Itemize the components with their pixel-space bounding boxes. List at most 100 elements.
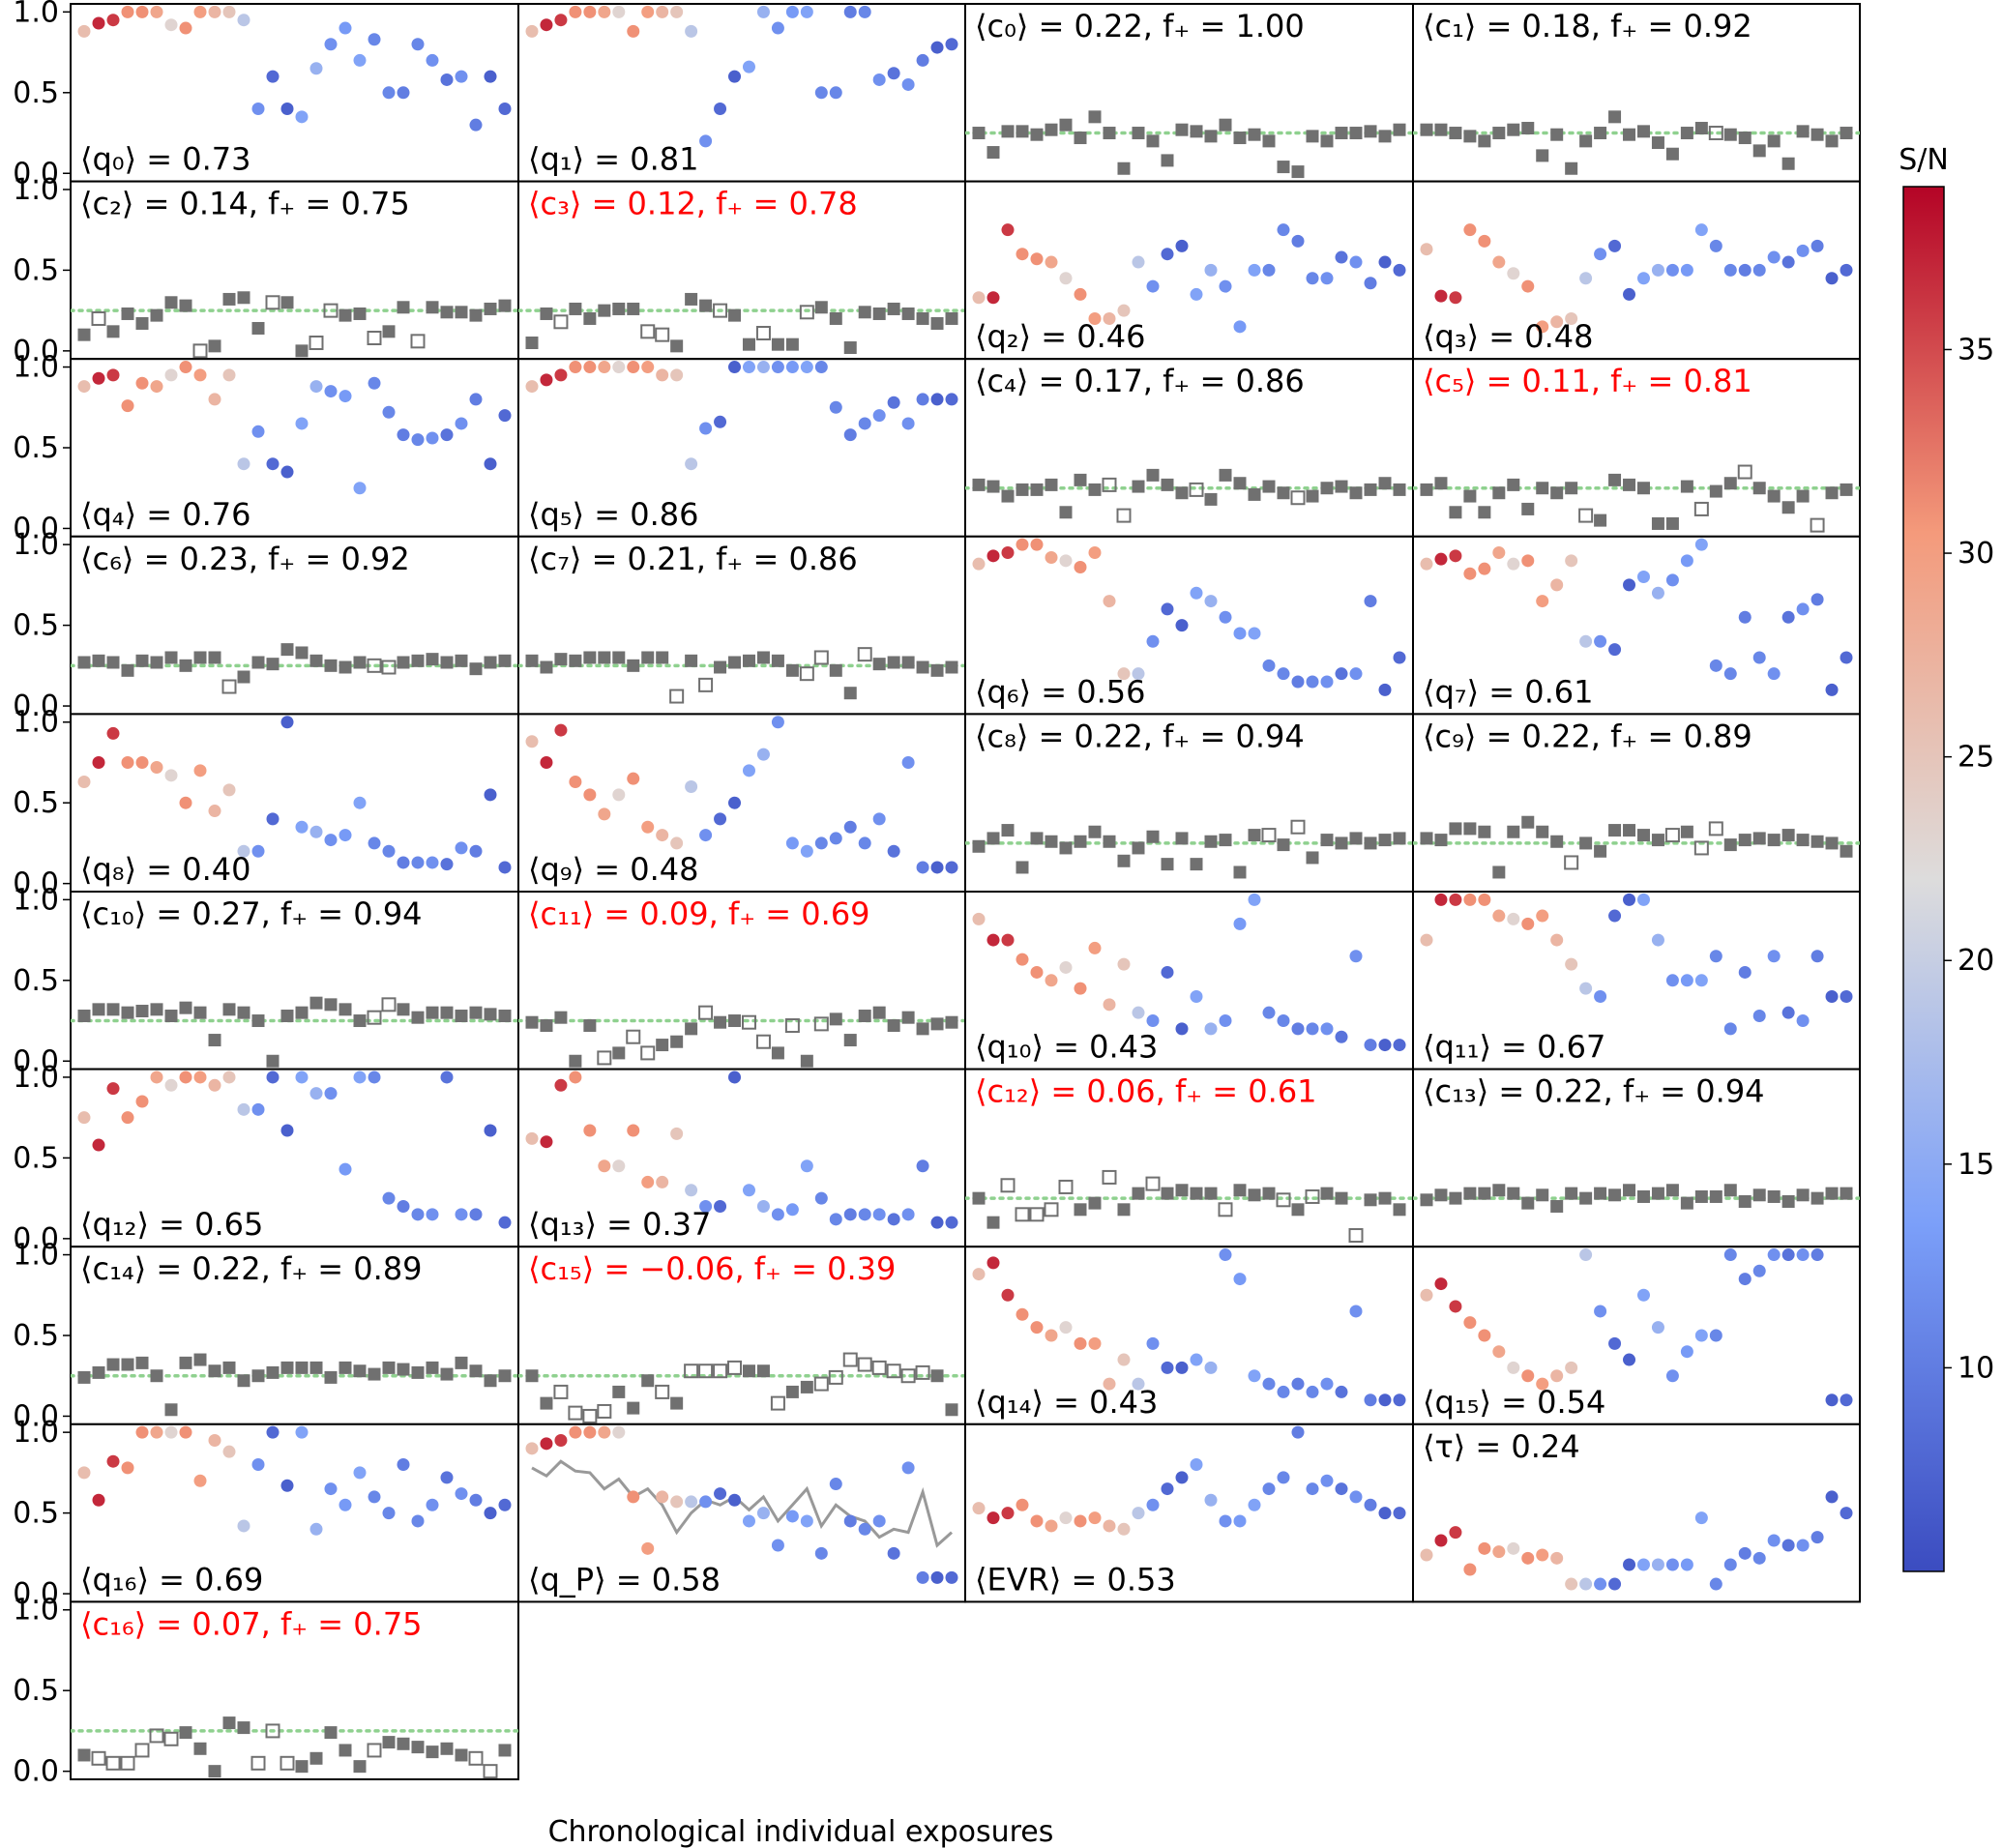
scatter-point bbox=[901, 417, 915, 430]
filled-square-point bbox=[411, 654, 425, 667]
filled-square-point bbox=[1478, 1187, 1491, 1200]
filled-square-point bbox=[1565, 482, 1578, 495]
scatter-point bbox=[1738, 1546, 1752, 1560]
filled-square-point bbox=[728, 308, 742, 322]
filled-square-point bbox=[426, 1361, 439, 1374]
filled-square-point bbox=[382, 1361, 396, 1374]
scatter-point bbox=[916, 861, 929, 874]
filled-square-point bbox=[554, 653, 568, 666]
scatter-point bbox=[179, 796, 192, 809]
open-square-point bbox=[669, 689, 685, 704]
open-square-point bbox=[280, 1755, 295, 1771]
filled-square-point bbox=[525, 1015, 539, 1029]
scatter-point bbox=[1463, 893, 1477, 906]
scatter-point bbox=[858, 5, 871, 18]
scatter-point bbox=[843, 820, 857, 834]
filled-square-point bbox=[1335, 480, 1348, 493]
filled-square-point bbox=[641, 651, 655, 664]
filled-square-point bbox=[164, 296, 178, 309]
panel-frame bbox=[517, 1246, 966, 1425]
scatter-point bbox=[872, 1208, 886, 1221]
scatter-point bbox=[193, 1474, 207, 1487]
filled-square-point bbox=[1738, 1194, 1752, 1208]
filled-square-point bbox=[785, 663, 799, 677]
filled-square-point bbox=[368, 1367, 381, 1381]
panel-c0: ⟨c₀⟩ = 0.22, f₊ = 1.00 bbox=[964, 3, 1414, 183]
scatter-point bbox=[1536, 320, 1549, 334]
filled-square-point bbox=[1059, 506, 1073, 519]
filled-square-point bbox=[1636, 125, 1650, 138]
scatter-point bbox=[77, 380, 91, 394]
scatter-point bbox=[469, 1208, 483, 1221]
filled-square-point bbox=[1233, 1184, 1247, 1197]
panel-label: ⟨c₂⟩ = 0.14, f₊ = 0.75 bbox=[80, 186, 410, 222]
filled-square-point bbox=[887, 1019, 900, 1033]
scatter-point bbox=[945, 1570, 958, 1584]
filled-square-point bbox=[150, 1003, 163, 1016]
filled-square-point bbox=[872, 307, 886, 320]
scatter-point bbox=[714, 1487, 727, 1501]
scatter-point bbox=[945, 38, 958, 51]
filled-square-point bbox=[1190, 858, 1203, 871]
filled-square-point bbox=[1030, 483, 1044, 496]
panel-label: ⟨EVR⟩ = 0.53 bbox=[975, 1561, 1176, 1598]
colorbar-tick-label: 25 bbox=[1958, 741, 1994, 775]
scatter-point bbox=[1132, 255, 1145, 269]
panel-label: ⟨τ⟩ = 0.24 bbox=[1423, 1428, 1580, 1465]
scatter-point bbox=[1420, 933, 1433, 947]
open-square-point bbox=[120, 1755, 135, 1771]
scatter-point bbox=[1694, 223, 1708, 237]
scatter-point bbox=[1233, 1273, 1247, 1286]
scatter-point bbox=[887, 67, 900, 80]
scatter-point bbox=[1636, 571, 1650, 584]
filled-square-point bbox=[986, 832, 1000, 845]
filled-square-point bbox=[1233, 477, 1247, 490]
panel-c16: 0.0 0.5 1.0 ⟨c₁₆⟩ = 0.07, f₊ = 0.75 bbox=[13, 1594, 519, 1789]
scatter-point bbox=[986, 1256, 1000, 1270]
y-tick-label: 0.0 bbox=[13, 1222, 59, 1256]
scatter-point bbox=[1277, 223, 1290, 237]
panel-marks bbox=[1420, 223, 1853, 334]
scatter-point bbox=[525, 1442, 539, 1455]
scatter-point bbox=[251, 102, 265, 115]
scatter-point bbox=[1277, 1385, 1290, 1398]
scatter-point bbox=[1521, 917, 1535, 930]
colorbar-tick-label: 20 bbox=[1958, 944, 1994, 978]
filled-square-point bbox=[1449, 1191, 1462, 1205]
scatter-point bbox=[280, 102, 294, 115]
scatter-point bbox=[1175, 619, 1189, 632]
scatter-point bbox=[1738, 1273, 1752, 1286]
filled-square-point bbox=[930, 663, 944, 677]
scatter-point bbox=[1001, 1288, 1015, 1302]
scatter-point bbox=[1694, 1329, 1708, 1342]
open-square-point bbox=[1708, 821, 1723, 836]
panel-frame bbox=[964, 1423, 1414, 1603]
filled-square-point bbox=[1117, 854, 1131, 867]
filled-square-point bbox=[397, 1363, 410, 1376]
scatter-point bbox=[1393, 1393, 1406, 1407]
open-square-point bbox=[1261, 828, 1277, 843]
filled-square-point bbox=[295, 1361, 309, 1374]
filled-square-point bbox=[1420, 123, 1433, 136]
scatter-point bbox=[353, 53, 367, 67]
scatter-point bbox=[1796, 1014, 1810, 1028]
filled-square-point bbox=[1840, 127, 1853, 140]
scatter-point bbox=[1219, 1248, 1232, 1262]
scatter-point bbox=[1811, 950, 1824, 963]
scatter-point bbox=[742, 1184, 755, 1197]
scatter-point bbox=[1840, 651, 1853, 664]
filled-square-point bbox=[1492, 865, 1506, 879]
scatter-point bbox=[930, 861, 944, 874]
scatter-point bbox=[1636, 1288, 1650, 1302]
scatter-point bbox=[1364, 1393, 1377, 1407]
scatter-point bbox=[1016, 1498, 1029, 1511]
scatter-point bbox=[1723, 1248, 1737, 1262]
scatter-point bbox=[1434, 893, 1448, 906]
filled-square-point bbox=[208, 651, 221, 664]
scatter-point bbox=[1074, 561, 1087, 574]
filled-square-point bbox=[1811, 1191, 1824, 1205]
scatter-point bbox=[800, 1159, 813, 1173]
panel-c14: 0.0 0.5 1.0 ⟨c₁₄⟩ = 0.22, f₊ = 0.89 bbox=[13, 1239, 519, 1433]
scatter-point bbox=[1204, 595, 1218, 608]
filled-square-point bbox=[179, 1356, 192, 1369]
